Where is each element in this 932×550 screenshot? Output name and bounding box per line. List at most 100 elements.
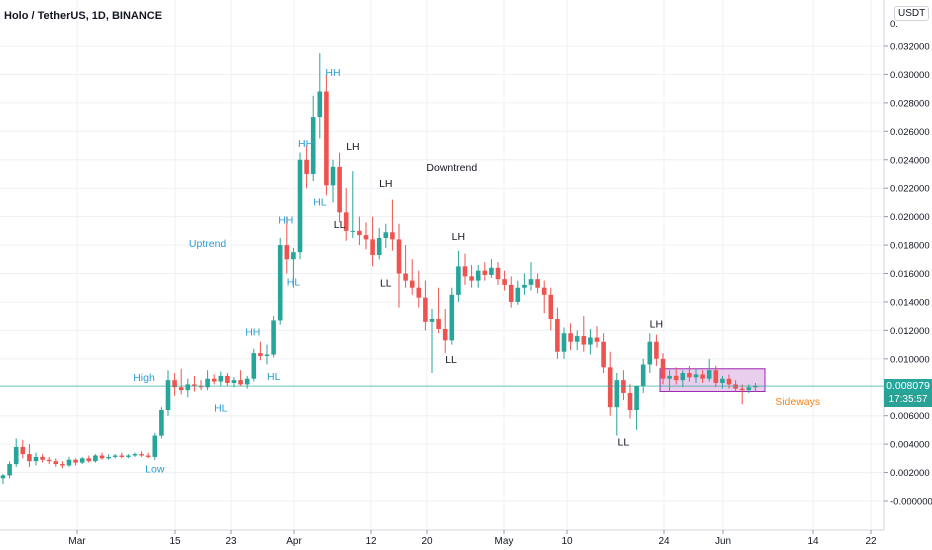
candle (706, 358, 712, 382)
currency-unit-badge[interactable]: USDT (894, 6, 930, 21)
candle-body (205, 378, 210, 388)
candle (548, 287, 554, 331)
candle (271, 316, 276, 358)
candle-body (277, 245, 283, 321)
candle (442, 309, 448, 354)
candle-body (469, 276, 474, 281)
candle-body (508, 284, 514, 302)
y-tick-label: 0.026000 (890, 127, 930, 138)
candle-body (396, 239, 402, 274)
candle (680, 370, 686, 388)
candle (225, 373, 230, 386)
candle-body (720, 378, 725, 383)
annotation-label: High (133, 372, 155, 384)
candle (739, 384, 745, 405)
candle-body (640, 364, 646, 386)
candle-body (211, 378, 217, 382)
candle-body (27, 454, 32, 462)
candle-body (495, 267, 501, 280)
candle-body (99, 455, 105, 459)
candle-body (594, 337, 600, 342)
candle-body (165, 380, 171, 410)
candle-body (627, 392, 633, 410)
candle (489, 259, 494, 278)
candle-body (20, 446, 26, 455)
candle-body (746, 387, 752, 391)
candle (185, 378, 191, 398)
candle (79, 456, 85, 465)
candle (337, 152, 342, 223)
candle-body (515, 287, 521, 302)
candle-body (238, 380, 243, 385)
candle (60, 461, 65, 469)
x-tick-label: 20 (421, 536, 433, 547)
candle-body (436, 319, 441, 329)
candle-body (244, 378, 250, 385)
annotation-label: Downtrend (426, 162, 477, 174)
candle (482, 262, 488, 281)
annotation-label: LH (346, 141, 359, 153)
y-tick-label: -0.000000 (890, 497, 932, 508)
price-axis[interactable]: 0.032000 0.030000 0.028000 0.026000 0.024000… (883, 0, 932, 530)
candle (119, 452, 125, 459)
candle-body (337, 166, 342, 213)
candle (231, 377, 237, 388)
y-tick-label: 0.016000 (890, 269, 930, 280)
candle (264, 344, 270, 365)
candle (27, 444, 32, 467)
annotation-label: HH (325, 67, 340, 79)
time-axis[interactable]: Mar 15 23 Apr 12 20 May 10 24 Jun 14 22 (0, 529, 884, 547)
candle (713, 365, 719, 388)
annotation-label: HH (298, 138, 313, 150)
candle (456, 250, 461, 302)
candle-body (667, 375, 672, 379)
candle (462, 253, 468, 285)
y-tick-label: 0.024000 (890, 155, 930, 166)
candle (528, 262, 534, 291)
x-tick-label: 22 (865, 536, 877, 547)
chart-grid (0, 0, 884, 530)
candle-body (482, 270, 488, 275)
candle-body (152, 435, 158, 457)
candle (343, 188, 349, 241)
candle-body (310, 117, 316, 174)
candle (647, 333, 653, 374)
candle (132, 452, 138, 457)
candle (33, 452, 39, 466)
candle (640, 358, 646, 393)
candle (383, 223, 389, 248)
candle (390, 199, 395, 251)
candle-body (568, 333, 573, 342)
candle (555, 307, 560, 359)
candle-body (330, 166, 336, 186)
candle-body (271, 320, 276, 355)
candle-body (218, 375, 224, 382)
candle (112, 454, 118, 459)
candle-body (660, 358, 666, 379)
candle (673, 367, 679, 385)
candle (178, 368, 184, 395)
candle-body (522, 284, 527, 288)
candle (515, 280, 521, 305)
candle (46, 456, 52, 465)
candle (541, 280, 547, 314)
candle-body (555, 319, 560, 352)
candle-body (86, 458, 92, 462)
candle-body (258, 353, 263, 356)
candle (13, 438, 19, 467)
x-tick-label: Apr (286, 536, 302, 547)
candle (126, 454, 131, 459)
candle-body (588, 337, 593, 345)
candle (7, 461, 12, 479)
candle-body (442, 328, 448, 341)
symbol-title: Holo / TetherUS, 1D, BINANCE (4, 10, 163, 22)
annotation-label: HL (287, 277, 301, 289)
candle (535, 273, 540, 294)
candle-body (687, 373, 692, 378)
y-tick-label: 0.002000 (890, 468, 930, 479)
candle-body (456, 266, 461, 295)
annotation-label: LH (452, 231, 465, 243)
candle (568, 323, 573, 351)
candle (376, 228, 382, 260)
